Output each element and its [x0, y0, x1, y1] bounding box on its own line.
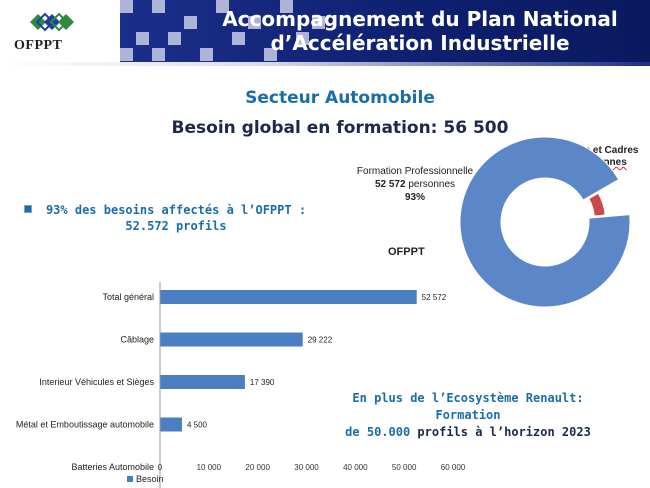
value-label: 4 500	[187, 421, 208, 430]
renault-note: En plus de l’Ecosystème Renault: Formati…	[318, 390, 618, 441]
square-bullet-icon	[24, 205, 32, 213]
x-tick-label: 10 000	[197, 463, 222, 472]
x-tick-label: 50 000	[392, 463, 417, 472]
page-title: Accompagnement du Plan National d’Accélé…	[190, 7, 650, 55]
bullet-note: 93% des besoins affectés à l’OFPPT : 52.…	[24, 202, 314, 234]
legend-swatch	[127, 476, 133, 482]
legend-label: Besoin	[136, 474, 164, 484]
donut-slice-main	[459, 136, 631, 308]
checker-cell	[184, 16, 197, 29]
header-stripe	[0, 62, 650, 66]
slice-main-name: Formation Professionnelle	[356, 166, 474, 177]
value-label: 17 390	[250, 378, 275, 387]
x-tick-label: 40 000	[343, 463, 368, 472]
value-label: 29 222	[308, 336, 333, 345]
bar	[160, 332, 303, 347]
checker-cell	[216, 0, 229, 13]
x-tick-label: 30 000	[294, 463, 319, 472]
x-tick-label: 60 000	[441, 463, 466, 472]
global-need: Besoin global en formation: 56 500	[171, 118, 509, 138]
renault-line-2a: de 50.000	[345, 425, 418, 439]
header: OFPPT Accompagnement du Plan National d’…	[0, 0, 650, 62]
x-tick-label: 0	[158, 463, 163, 472]
checker-cell	[312, 16, 325, 29]
logo-text: OFPPT	[14, 38, 63, 53]
checker-cell	[152, 0, 165, 13]
category-label: Interieur Véhicules et Sièges	[39, 377, 154, 387]
checker-cell	[136, 32, 149, 45]
checker-cell	[264, 48, 277, 61]
checker-cell	[168, 32, 181, 45]
title-line-2: d’Accélération Industrielle	[270, 31, 570, 55]
checker-cell	[120, 0, 133, 13]
slice-main-count: 52 572	[374, 179, 406, 190]
slice-main-sublabel: OFPPT	[388, 246, 425, 258]
slice-main-percent: 93%	[404, 192, 425, 203]
bar	[160, 375, 245, 389]
x-tick-label: 20 000	[245, 463, 270, 472]
ofppt-logo	[30, 12, 74, 32]
renault-line-1: En plus de l’Ecosystème Renault: Formati…	[352, 391, 584, 422]
checker-cell	[248, 16, 261, 29]
donut-slice-small	[588, 192, 606, 217]
bullet-line-1: 93% des besoins affectés à l’OFPPT :	[45, 203, 307, 217]
checker-cell	[200, 48, 213, 61]
renault-line-2b: profils à l’horizon 2023	[417, 425, 591, 439]
sector-title: Secteur Automobile	[245, 88, 435, 108]
category-label: Batteries Automobile	[71, 462, 154, 472]
checker-cell	[120, 48, 133, 61]
category-label: Métal et Emboutissage automobile	[16, 420, 154, 430]
checker-cell	[280, 0, 293, 13]
title-line-1: Accompagnement du Plan National	[222, 7, 618, 31]
bar	[160, 417, 182, 432]
checker-pattern	[120, 0, 350, 62]
bar	[160, 290, 417, 304]
checker-cell	[152, 48, 165, 61]
bullet-line-2: 52.572 profils	[125, 219, 227, 233]
checker-cell	[232, 32, 245, 45]
slice-main-unit: personnes	[408, 179, 456, 190]
value-label: 52 572	[422, 293, 447, 302]
category-label: Câblage	[120, 335, 154, 345]
category-label: Total général	[102, 292, 154, 302]
slice-label-main: Formation Professionnelle 52 572 personn…	[340, 165, 490, 204]
checker-cell	[296, 32, 309, 45]
